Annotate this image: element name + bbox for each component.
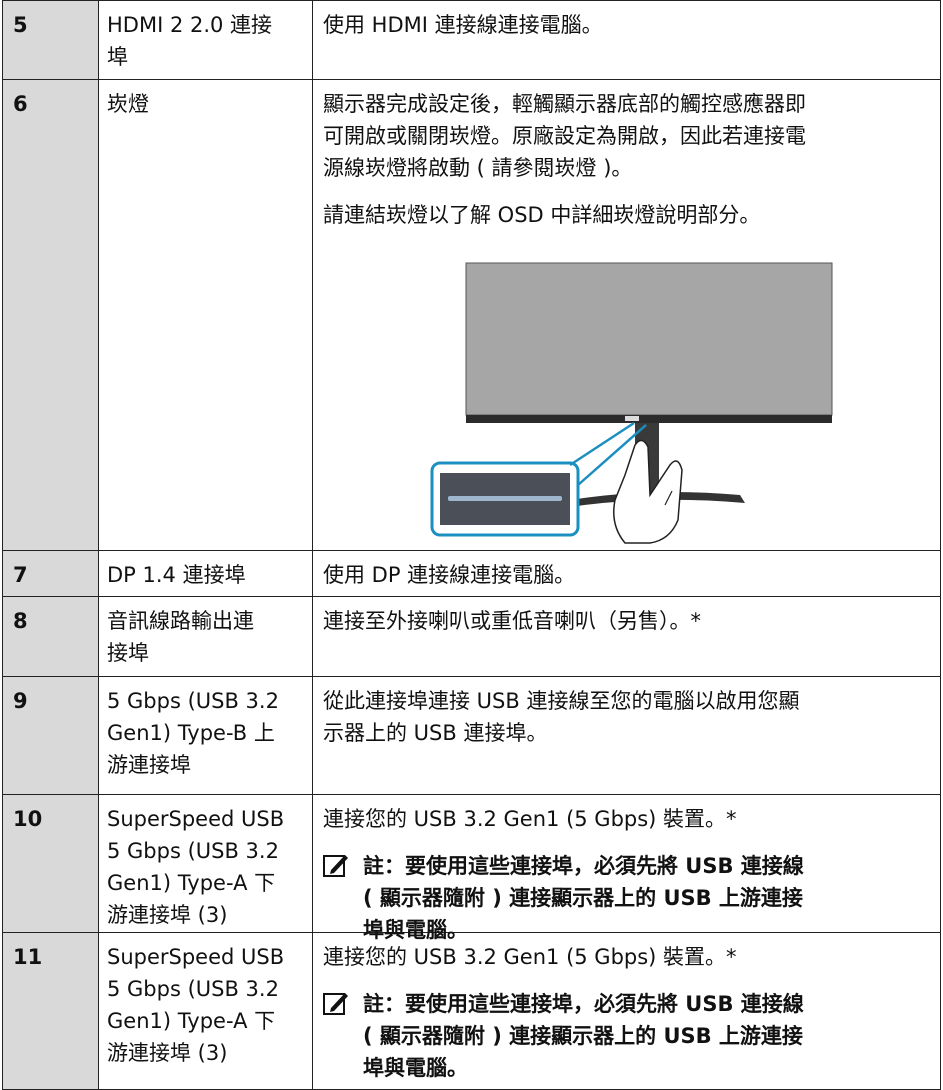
description-cell: 顯示器完成設定後，輕觸顯示器底部的觸控感應器即 可開啟或關閉崁燈。原廠設定為開啟，… [313, 80, 941, 551]
row-number: 11 [13, 945, 43, 969]
number-cell: 7 [2, 551, 99, 597]
name-line: 崁燈 [107, 92, 149, 116]
description-line: 請連結崁燈以了解 OSD 中詳細崁燈說明部分。 [323, 203, 761, 227]
description-cell: 使用 DP 連接線連接電腦。 [313, 551, 941, 597]
paragraph: 連接至外接喇叭或重低音喇叭（另售）。* [323, 605, 932, 637]
description-cell: 從此連接埠連接 USB 連接線至您的電腦以啟用您顯 示器上的 USB 連接埠。 [313, 677, 941, 795]
number-cell: 9 [2, 677, 99, 795]
number-cell: 11 [2, 933, 99, 1090]
name-line: SuperSpeed USB [107, 945, 285, 969]
name-line: Gen1) Type-A 下 [107, 1009, 276, 1033]
paragraph: 請連結崁燈以了解 OSD 中詳細崁燈說明部分。 [323, 199, 932, 231]
name-line: 音訊線路輸出連 [107, 609, 254, 633]
row-number: 7 [13, 563, 28, 587]
name-line: 游連接埠 (3) [107, 903, 228, 927]
note-line: 埠與電腦。 [363, 1056, 468, 1080]
description-line: 顯示器完成設定後，輕觸顯示器底部的觸控感應器即 [323, 92, 806, 116]
name-cell: 5 Gbps (USB 3.2 Gen1) Type-B 上游連接埠 [97, 677, 313, 795]
description-cell: 連接您的 USB 3.2 Gen1 (5 Gbps) 裝置。* 註：要使用這些連接… [313, 795, 941, 942]
number-cell: 10 [2, 795, 99, 933]
note-icon [323, 993, 348, 1015]
note-line: 註：要使用這些連接埠，必須先將 USB 連接線 [363, 992, 804, 1016]
name-line: 接埠 [107, 641, 149, 665]
paragraph: 從此連接埠連接 USB 連接線至您的電腦以啟用您顯 示器上的 USB 連接埠。 [323, 685, 932, 749]
note-line: ( 顯示器隨附 ) 連接顯示器上的 USB 上游連接 [363, 1024, 803, 1048]
paragraph: 顯示器完成設定後，輕觸顯示器底部的觸控感應器即 可開啟或關閉崁燈。原廠設定為開啟，… [323, 88, 932, 184]
description-line: 可開啟或關閉崁燈。原廠設定為開啟，因此若連接電 [323, 124, 806, 148]
description-cell: 連接至外接喇叭或重低音喇叭（另售）。* [313, 597, 941, 677]
name-line: Gen1) Type-B 上 [107, 721, 275, 745]
name-cell: SuperSpeed USB 5 Gbps (USB 3.2 Gen1) Type-… [97, 933, 313, 1090]
name-line: Gen1) Type-A 下 [107, 871, 276, 895]
row-number: 6 [13, 92, 28, 116]
name-cell: 音訊線路輸出連 接埠 [97, 597, 313, 677]
description-cell: 連接您的 USB 3.2 Gen1 (5 Gbps) 裝置。* 註：要使用這些連接… [313, 933, 941, 1090]
row-number: 9 [13, 689, 28, 713]
name-cell: HDMI 2 2.0 連接埠 [97, 0, 313, 80]
name-line: HDMI 2 2.0 連接 [107, 13, 273, 37]
name-line: 5 Gbps (USB 3.2 [107, 689, 279, 713]
name-line: 游連接埠 [107, 753, 191, 777]
description-line: 源線崁燈將啟動 ( 請參閱崁燈 )。 [323, 156, 633, 180]
note-icon [323, 855, 348, 877]
description-line: 使用 HDMI 連接線連接電腦。 [323, 13, 603, 37]
note-line: ( 顯示器隨附 ) 連接顯示器上的 USB 上游連接 [363, 886, 803, 910]
paragraph: 連接您的 USB 3.2 Gen1 (5 Gbps) 裝置。* [323, 803, 932, 835]
name-line: SuperSpeed USB [107, 807, 285, 831]
number-cell: 8 [2, 597, 99, 677]
description-line: 示器上的 USB 連接埠。 [323, 721, 548, 745]
description-line: 連接至外接喇叭或重低音喇叭（另售）。* [323, 609, 701, 633]
name-line: DP 1.4 連接埠 [107, 563, 246, 587]
row-number: 8 [13, 609, 28, 633]
name-line: 游連接埠 (3) [107, 1041, 228, 1065]
note-line: 埠與電腦。 [363, 918, 468, 942]
note: 註：要使用這些連接埠，必須先將 USB 連接線 ( 顯示器隨附 ) 連接顯示器上的… [323, 850, 932, 946]
number-cell: 6 [2, 80, 99, 551]
description-cell: 使用 HDMI 連接線連接電腦。 [313, 0, 941, 80]
name-cell: SuperSpeed USB 5 Gbps (USB 3.2 Gen1) Type-… [97, 795, 313, 933]
monitor-illustration [430, 262, 833, 544]
paragraph: 連接您的 USB 3.2 Gen1 (5 Gbps) 裝置。* [323, 941, 932, 973]
paragraph: 使用 DP 連接線連接電腦。 [323, 559, 932, 591]
description-line: 使用 DP 連接線連接電腦。 [323, 563, 576, 587]
description-line: 連接您的 USB 3.2 Gen1 (5 Gbps) 裝置。* [323, 807, 737, 831]
description-line: 從此連接埠連接 USB 連接線至您的電腦以啟用您顯 [323, 689, 800, 713]
description-line: 連接您的 USB 3.2 Gen1 (5 Gbps) 裝置。* [323, 945, 737, 969]
row-number: 5 [13, 13, 28, 37]
number-cell: 5 [2, 0, 99, 80]
note-line: 註：要使用這些連接埠，必須先將 USB 連接線 [363, 854, 804, 878]
name-line: 埠 [107, 45, 128, 69]
name-line: 5 Gbps (USB 3.2 [107, 977, 279, 1001]
name-cell: DP 1.4 連接埠 [97, 551, 313, 597]
name-line: 5 Gbps (USB 3.2 [107, 839, 279, 863]
note: 註：要使用這些連接埠，必須先將 USB 連接線 ( 顯示器隨附 ) 連接顯示器上的… [323, 988, 932, 1084]
name-cell: 崁燈 [97, 80, 313, 551]
paragraph: 使用 HDMI 連接線連接電腦。 [323, 9, 932, 41]
row-number: 10 [13, 807, 43, 831]
